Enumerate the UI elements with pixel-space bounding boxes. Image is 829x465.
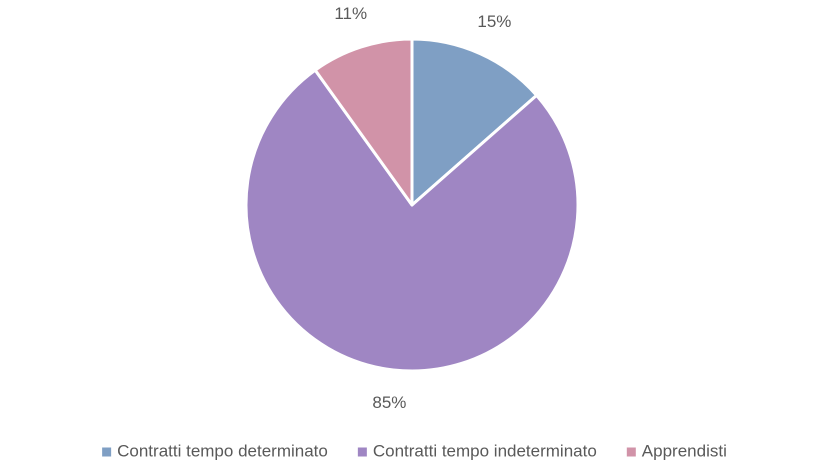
legend-swatch <box>626 447 636 457</box>
pie-slice <box>244 68 580 373</box>
legend-label: Apprendisti <box>642 441 727 460</box>
legend-label: Contratti tempo determinato <box>117 441 328 460</box>
legend-swatch <box>357 447 367 457</box>
pie-slice <box>313 37 414 207</box>
data-label: 15% <box>477 12 511 31</box>
legend-swatch <box>102 447 112 457</box>
data-label: 85% <box>372 393 406 412</box>
data-label: 11% <box>334 4 367 23</box>
legend-label: Contratti tempo indeterminato <box>373 441 597 460</box>
pie-slice <box>410 37 539 207</box>
